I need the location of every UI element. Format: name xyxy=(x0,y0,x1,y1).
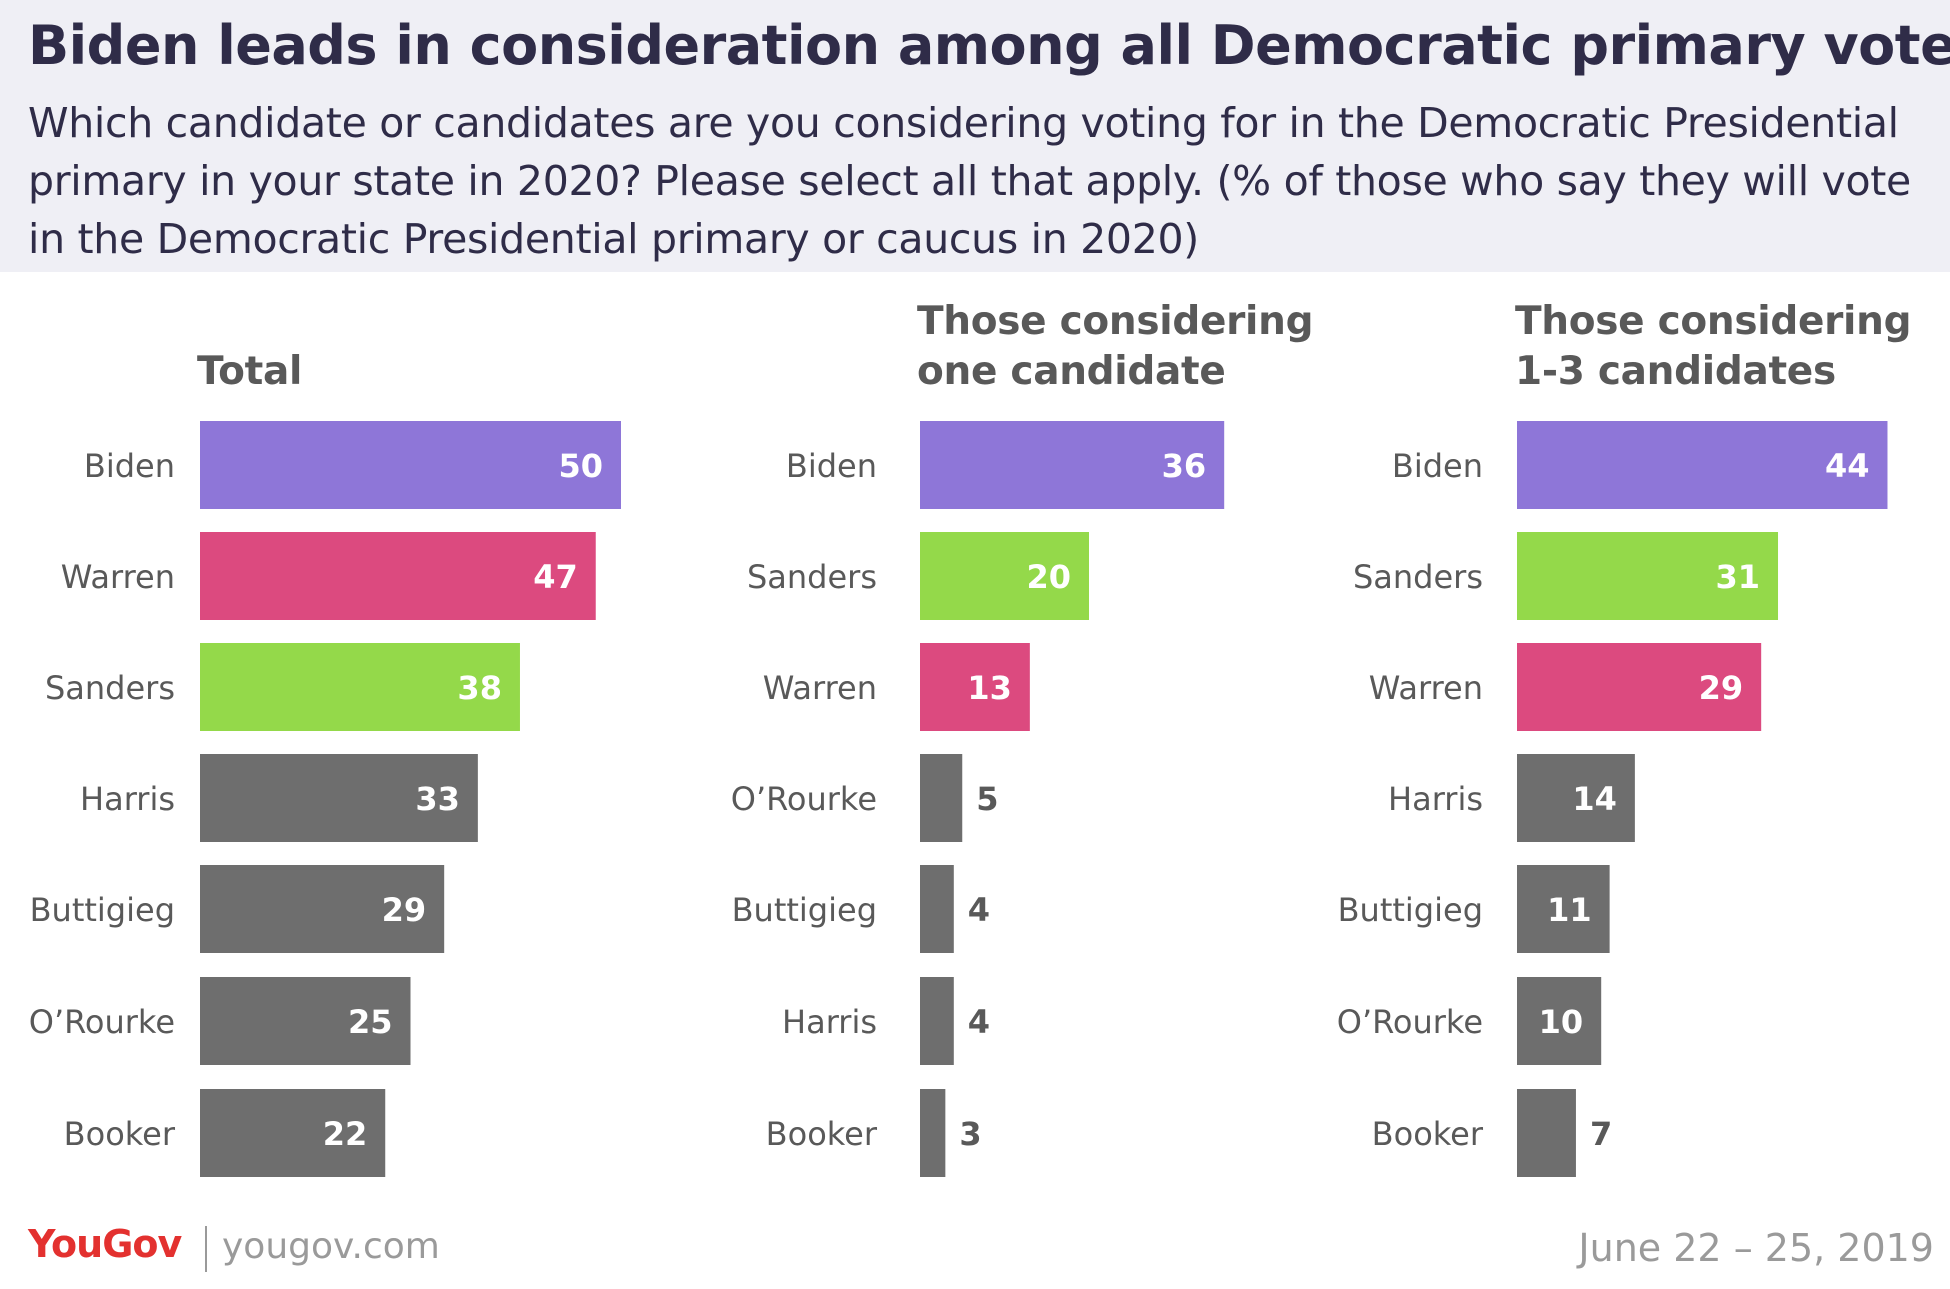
bar-one-o-rourke xyxy=(920,754,963,842)
value-label-upto3-biden: 44 xyxy=(1825,447,1870,485)
value-label-one-o-rourke: 5 xyxy=(976,780,998,818)
category-label-one-buttigieg: Buttigieg xyxy=(732,891,877,929)
panel-title-one-candidate: Those considering one candidate xyxy=(917,299,1314,394)
footer-date: June 22 – 25, 2019 xyxy=(1578,1226,1934,1270)
bar-total-biden xyxy=(200,421,621,509)
value-label-one-sanders: 20 xyxy=(1026,558,1071,596)
bar-one-harris xyxy=(920,977,954,1065)
value-label-one-harris: 4 xyxy=(968,1003,990,1041)
bar-total-booker xyxy=(200,1089,386,1177)
yougov-logo: YouGov xyxy=(28,1222,182,1266)
category-label-one-o-rourke: O’Rourke xyxy=(731,780,877,818)
bar-total-sanders xyxy=(200,643,520,731)
bar-upto3-warren xyxy=(1517,643,1762,731)
value-label-total-booker: 22 xyxy=(323,1115,368,1153)
value-label-total-o-rourke: 25 xyxy=(348,1003,393,1041)
value-label-one-warren: 13 xyxy=(967,669,1012,707)
footer-divider xyxy=(205,1226,207,1272)
bar-total-warren xyxy=(200,532,596,620)
category-label-total-o-rourke: O’Rourke xyxy=(29,1003,175,1041)
category-label-upto3-harris: Harris xyxy=(1388,780,1483,818)
bar-upto3-biden xyxy=(1517,421,1888,509)
category-label-upto3-o-rourke: O’Rourke xyxy=(1337,1003,1483,1041)
bar-upto3-harris xyxy=(1517,754,1635,842)
category-label-one-biden: Biden xyxy=(786,447,877,485)
bar-upto3-o-rourke xyxy=(1517,977,1602,1065)
bar-one-warren xyxy=(920,643,1030,731)
header-band xyxy=(0,0,1950,272)
category-label-upto3-warren: Warren xyxy=(1369,669,1483,707)
value-label-total-buttigieg: 29 xyxy=(382,891,427,929)
category-label-one-booker: Booker xyxy=(766,1115,878,1153)
value-label-one-buttigieg: 4 xyxy=(968,891,990,929)
category-label-one-harris: Harris xyxy=(782,1003,877,1041)
footer-url[interactable]: yougov.com xyxy=(222,1226,440,1267)
bar-one-buttigieg xyxy=(920,865,954,953)
category-label-upto3-buttigieg: Buttigieg xyxy=(1338,891,1483,929)
value-label-total-warren: 47 xyxy=(533,558,578,596)
category-label-total-harris: Harris xyxy=(80,780,175,818)
bar-upto3-booker xyxy=(1517,1089,1576,1177)
bar-upto3-sanders xyxy=(1517,532,1779,620)
value-label-total-harris: 33 xyxy=(415,780,460,818)
bar-upto3-buttigieg xyxy=(1517,865,1610,953)
chart-subtitle: Which candidate or candidates are you co… xyxy=(28,99,1911,263)
chart-title: Biden leads in consideration among all D… xyxy=(28,14,1950,77)
category-label-total-sanders: Sanders xyxy=(45,669,175,707)
value-label-total-biden: 50 xyxy=(558,447,603,485)
category-label-one-sanders: Sanders xyxy=(747,558,877,596)
panel-title-one-to-three: Those considering 1-3 candidates xyxy=(1515,299,1912,394)
value-label-upto3-warren: 29 xyxy=(1699,669,1744,707)
value-label-upto3-harris: 14 xyxy=(1572,780,1617,818)
value-label-one-booker: 3 xyxy=(959,1115,981,1153)
value-label-one-biden: 36 xyxy=(1162,447,1207,485)
category-label-upto3-sanders: Sanders xyxy=(1353,558,1483,596)
panel-title-total: Total xyxy=(197,349,303,394)
category-label-total-biden: Biden xyxy=(84,447,175,485)
category-label-one-warren: Warren xyxy=(763,669,877,707)
bar-total-buttigieg xyxy=(200,865,445,953)
value-label-upto3-o-rourke: 10 xyxy=(1539,1003,1584,1041)
category-label-total-warren: Warren xyxy=(61,558,175,596)
bar-total-o-rourke xyxy=(200,977,411,1065)
category-label-upto3-booker: Booker xyxy=(1372,1115,1484,1153)
value-label-total-sanders: 38 xyxy=(457,669,502,707)
bar-one-sanders xyxy=(920,532,1089,620)
bar-total-harris xyxy=(200,754,478,842)
category-label-total-booker: Booker xyxy=(64,1115,176,1153)
value-label-upto3-sanders: 31 xyxy=(1715,558,1760,596)
value-label-upto3-booker: 7 xyxy=(1590,1115,1612,1153)
bar-one-booker xyxy=(920,1089,946,1177)
bar-one-biden xyxy=(920,421,1225,509)
value-label-upto3-buttigieg: 11 xyxy=(1547,891,1592,929)
category-label-total-buttigieg: Buttigieg xyxy=(30,891,175,929)
category-label-upto3-biden: Biden xyxy=(1392,447,1483,485)
